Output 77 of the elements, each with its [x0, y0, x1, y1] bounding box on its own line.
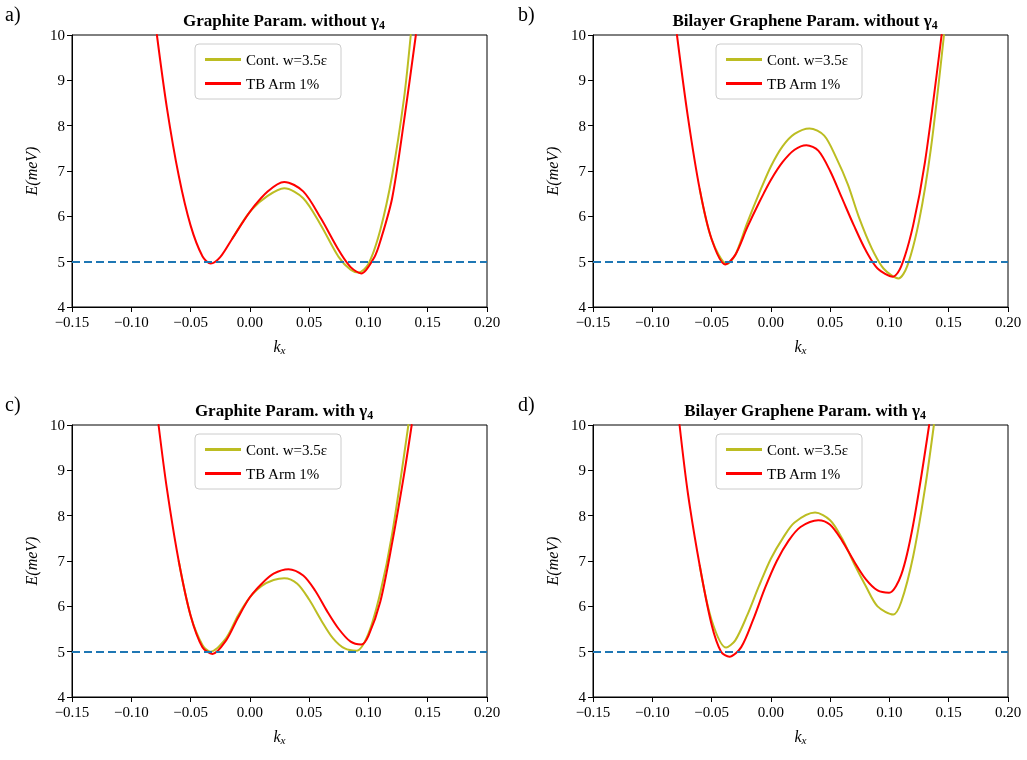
x-tick-label: 0.20	[994, 703, 1022, 720]
legend-label: TB Arm 1%	[767, 465, 841, 482]
x-tick-label: −0.05	[694, 313, 729, 330]
y-tick-label: 4	[578, 299, 587, 315]
y-tick-label: 6	[578, 598, 587, 615]
y-tick-label: 8	[578, 507, 586, 524]
x-tick-label: 0.10	[876, 703, 903, 720]
legend-label: Cont. w=3.5ε	[246, 441, 328, 458]
y-tick-label: 9	[578, 462, 586, 479]
x-tick-label: −0.10	[113, 313, 149, 330]
x-tick-label: −0.15	[575, 703, 611, 720]
x-tick-label: 0.20	[994, 313, 1022, 330]
y-tick-label: 7	[57, 163, 66, 179]
x-tick-label: −0.15	[575, 313, 611, 330]
y-tick-label: 5	[578, 253, 586, 270]
x-tick-label: −0.10	[634, 703, 670, 720]
y-tick-label: 10	[571, 27, 586, 43]
x-tick-label: 0.05	[296, 313, 323, 330]
x-tick-label: −0.15	[54, 313, 90, 330]
x-tick-label: −0.10	[113, 703, 149, 720]
y-tick-label: 10	[50, 27, 65, 43]
y-tick-label: 10	[571, 417, 586, 433]
y-tick-label: 4	[57, 299, 66, 315]
y-tick-label: 4	[578, 689, 587, 705]
legend-label: TB Arm 1%	[246, 75, 320, 92]
x-tick-label: 0.05	[296, 703, 323, 720]
y-tick-label: 6	[57, 208, 66, 225]
x-tick-label: 0.20	[473, 703, 501, 720]
y-tick-label: 8	[578, 117, 586, 134]
y-tick-label: 7	[578, 163, 587, 179]
x-tick-label: 0.10	[355, 313, 382, 330]
x-tick-label: 0.15	[414, 703, 441, 720]
y-tick-label: 10	[50, 417, 65, 433]
y-tick-label: 5	[57, 253, 65, 270]
y-tick-label: 9	[578, 72, 586, 89]
y-tick-label: 6	[578, 208, 587, 225]
text: d)	[518, 393, 535, 416]
x-tick-label: 0.00	[757, 703, 784, 720]
y-tick-label: 7	[57, 553, 66, 569]
legend-label: Cont. w=3.5ε	[767, 441, 849, 458]
x-tick-label: −0.15	[54, 703, 90, 720]
x-tick-label: −0.05	[173, 313, 208, 330]
x-tick-label: 0.20	[473, 313, 501, 330]
x-tick-label: 0.05	[817, 703, 844, 720]
y-axis-title: E(meV)	[543, 146, 562, 197]
y-tick-label: 8	[57, 117, 65, 134]
y-tick-label: 9	[57, 462, 65, 479]
legend-label: TB Arm 1%	[246, 465, 320, 482]
y-tick-label: 7	[578, 553, 587, 569]
y-axis-title: E(meV)	[543, 536, 562, 587]
x-tick-label: 0.10	[876, 313, 903, 330]
y-tick-label: 4	[57, 689, 66, 705]
x-tick-label: 0.10	[355, 703, 382, 720]
x-tick-label: −0.05	[173, 703, 208, 720]
x-tick-label: 0.05	[817, 313, 844, 330]
text: b)	[518, 3, 535, 26]
line-series	[155, 34, 417, 275]
x-tick-label: 0.15	[414, 313, 441, 330]
y-tick-label: 9	[57, 72, 65, 89]
legend-label: Cont. w=3.5ε	[246, 51, 328, 68]
x-tick-label: −0.10	[634, 313, 670, 330]
y-tick-label: 5	[57, 643, 65, 660]
x-tick-label: 0.15	[935, 313, 962, 330]
y-axis-title: E(meV)	[22, 536, 41, 587]
x-tick-label: 0.15	[935, 703, 962, 720]
text: a)	[5, 3, 21, 26]
x-tick-label: −0.05	[694, 703, 729, 720]
x-tick-label: 0.00	[757, 313, 784, 330]
legend-label: TB Arm 1%	[767, 75, 841, 92]
y-axis-title: E(meV)	[22, 146, 41, 197]
y-tick-label: 5	[578, 643, 586, 660]
legend-label: Cont. w=3.5ε	[767, 51, 849, 68]
x-tick-label: 0.00	[236, 703, 263, 720]
text: c)	[5, 393, 21, 416]
y-tick-label: 8	[57, 507, 65, 524]
y-tick-label: 6	[57, 598, 66, 615]
x-tick-label: 0.00	[236, 313, 263, 330]
